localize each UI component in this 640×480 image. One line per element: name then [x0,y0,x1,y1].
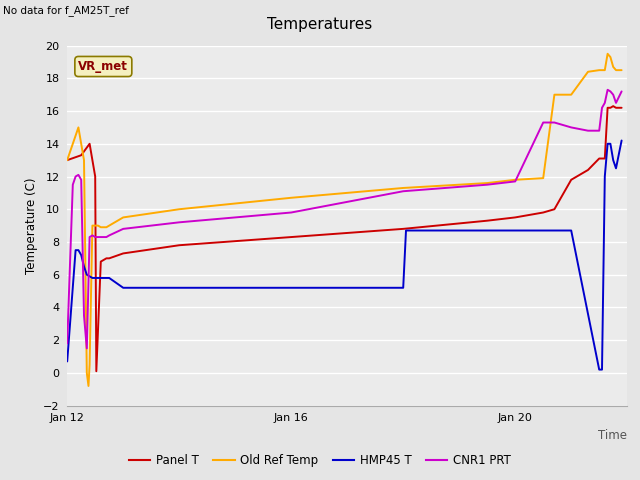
Legend: Panel T, Old Ref Temp, HMP45 T, CNR1 PRT: Panel T, Old Ref Temp, HMP45 T, CNR1 PRT [124,449,516,472]
Text: VR_met: VR_met [79,60,128,73]
Y-axis label: Temperature (C): Temperature (C) [24,177,38,274]
Text: Time: Time [598,429,627,442]
Text: No data for f_AM25T_ref: No data for f_AM25T_ref [3,5,129,16]
Text: Temperatures: Temperatures [268,17,372,32]
